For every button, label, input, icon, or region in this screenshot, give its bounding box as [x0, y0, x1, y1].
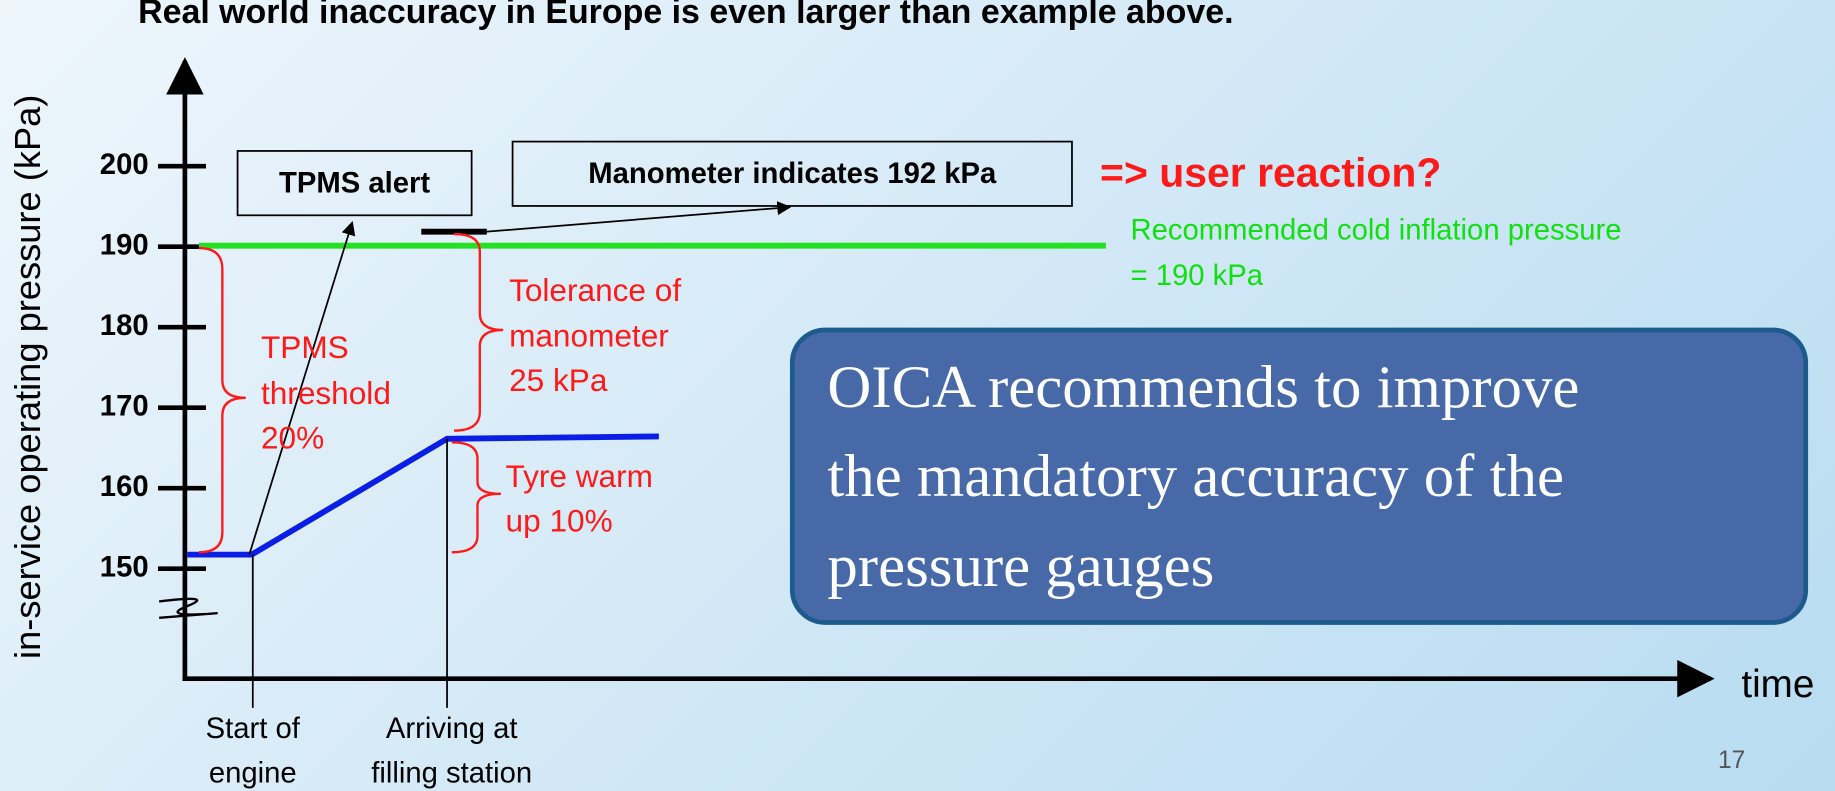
manometer-box	[511, 140, 1073, 207]
warm-text: up 10%	[506, 502, 613, 538]
y-tick-label: 180	[100, 310, 149, 342]
threshold-text: 20%	[261, 419, 324, 455]
y-axis-label: in-service operating pressure (kPa)	[7, 95, 48, 659]
manometer-text: Manometer indicates 192 kPa	[588, 158, 997, 190]
x-marker-label: Start of	[206, 713, 301, 745]
y-ticks: 200 190 180 170 160 150	[100, 149, 206, 583]
warm-text: Tyre warm	[506, 458, 653, 494]
x-marker-label: filling station	[371, 757, 532, 789]
x-axis-label: time	[1741, 663, 1814, 706]
brace	[198, 246, 246, 554]
threshold-text: TPMS	[261, 329, 349, 365]
tpms-alert: TPMS alert	[279, 168, 430, 200]
y-tick-label: 160	[100, 471, 149, 503]
recommended-text: Recommended cold inflation pressure	[1130, 214, 1621, 246]
manometer-arrow	[486, 201, 792, 233]
slide-title: Real world inaccuracy in Europe is even …	[138, 0, 1233, 31]
brace	[454, 232, 504, 432]
threshold-text: threshold	[261, 375, 391, 411]
y-tick-label: 150	[100, 551, 149, 583]
callout-box	[789, 327, 1809, 625]
tolerance-text: manometer	[509, 318, 669, 354]
tpms-alert-box	[236, 150, 473, 217]
tolerance-text: 25 kPa	[509, 362, 608, 398]
x-marker-label: Arriving at	[386, 713, 518, 745]
page-number: 17	[1718, 747, 1745, 774]
callout-text: pressure gauges	[827, 533, 1214, 600]
axis-break	[159, 597, 218, 619]
x-marker-label: engine	[209, 757, 297, 789]
recommended-text: = 190 kPa	[1130, 260, 1263, 292]
alert-arrow	[248, 220, 356, 555]
callout-text: the mandatory accuracy of the	[827, 443, 1564, 510]
y-tick-label: 190	[100, 229, 149, 261]
y-tick-label: 200	[100, 149, 149, 181]
callout-text: OICA recommends to improve	[827, 354, 1579, 421]
pressure-line	[187, 433, 659, 558]
tolerance-text: Tolerance of	[509, 272, 681, 308]
brace	[451, 441, 501, 554]
y-tick-label: 170	[100, 390, 149, 422]
user-reaction: => user reaction?	[1100, 149, 1441, 195]
